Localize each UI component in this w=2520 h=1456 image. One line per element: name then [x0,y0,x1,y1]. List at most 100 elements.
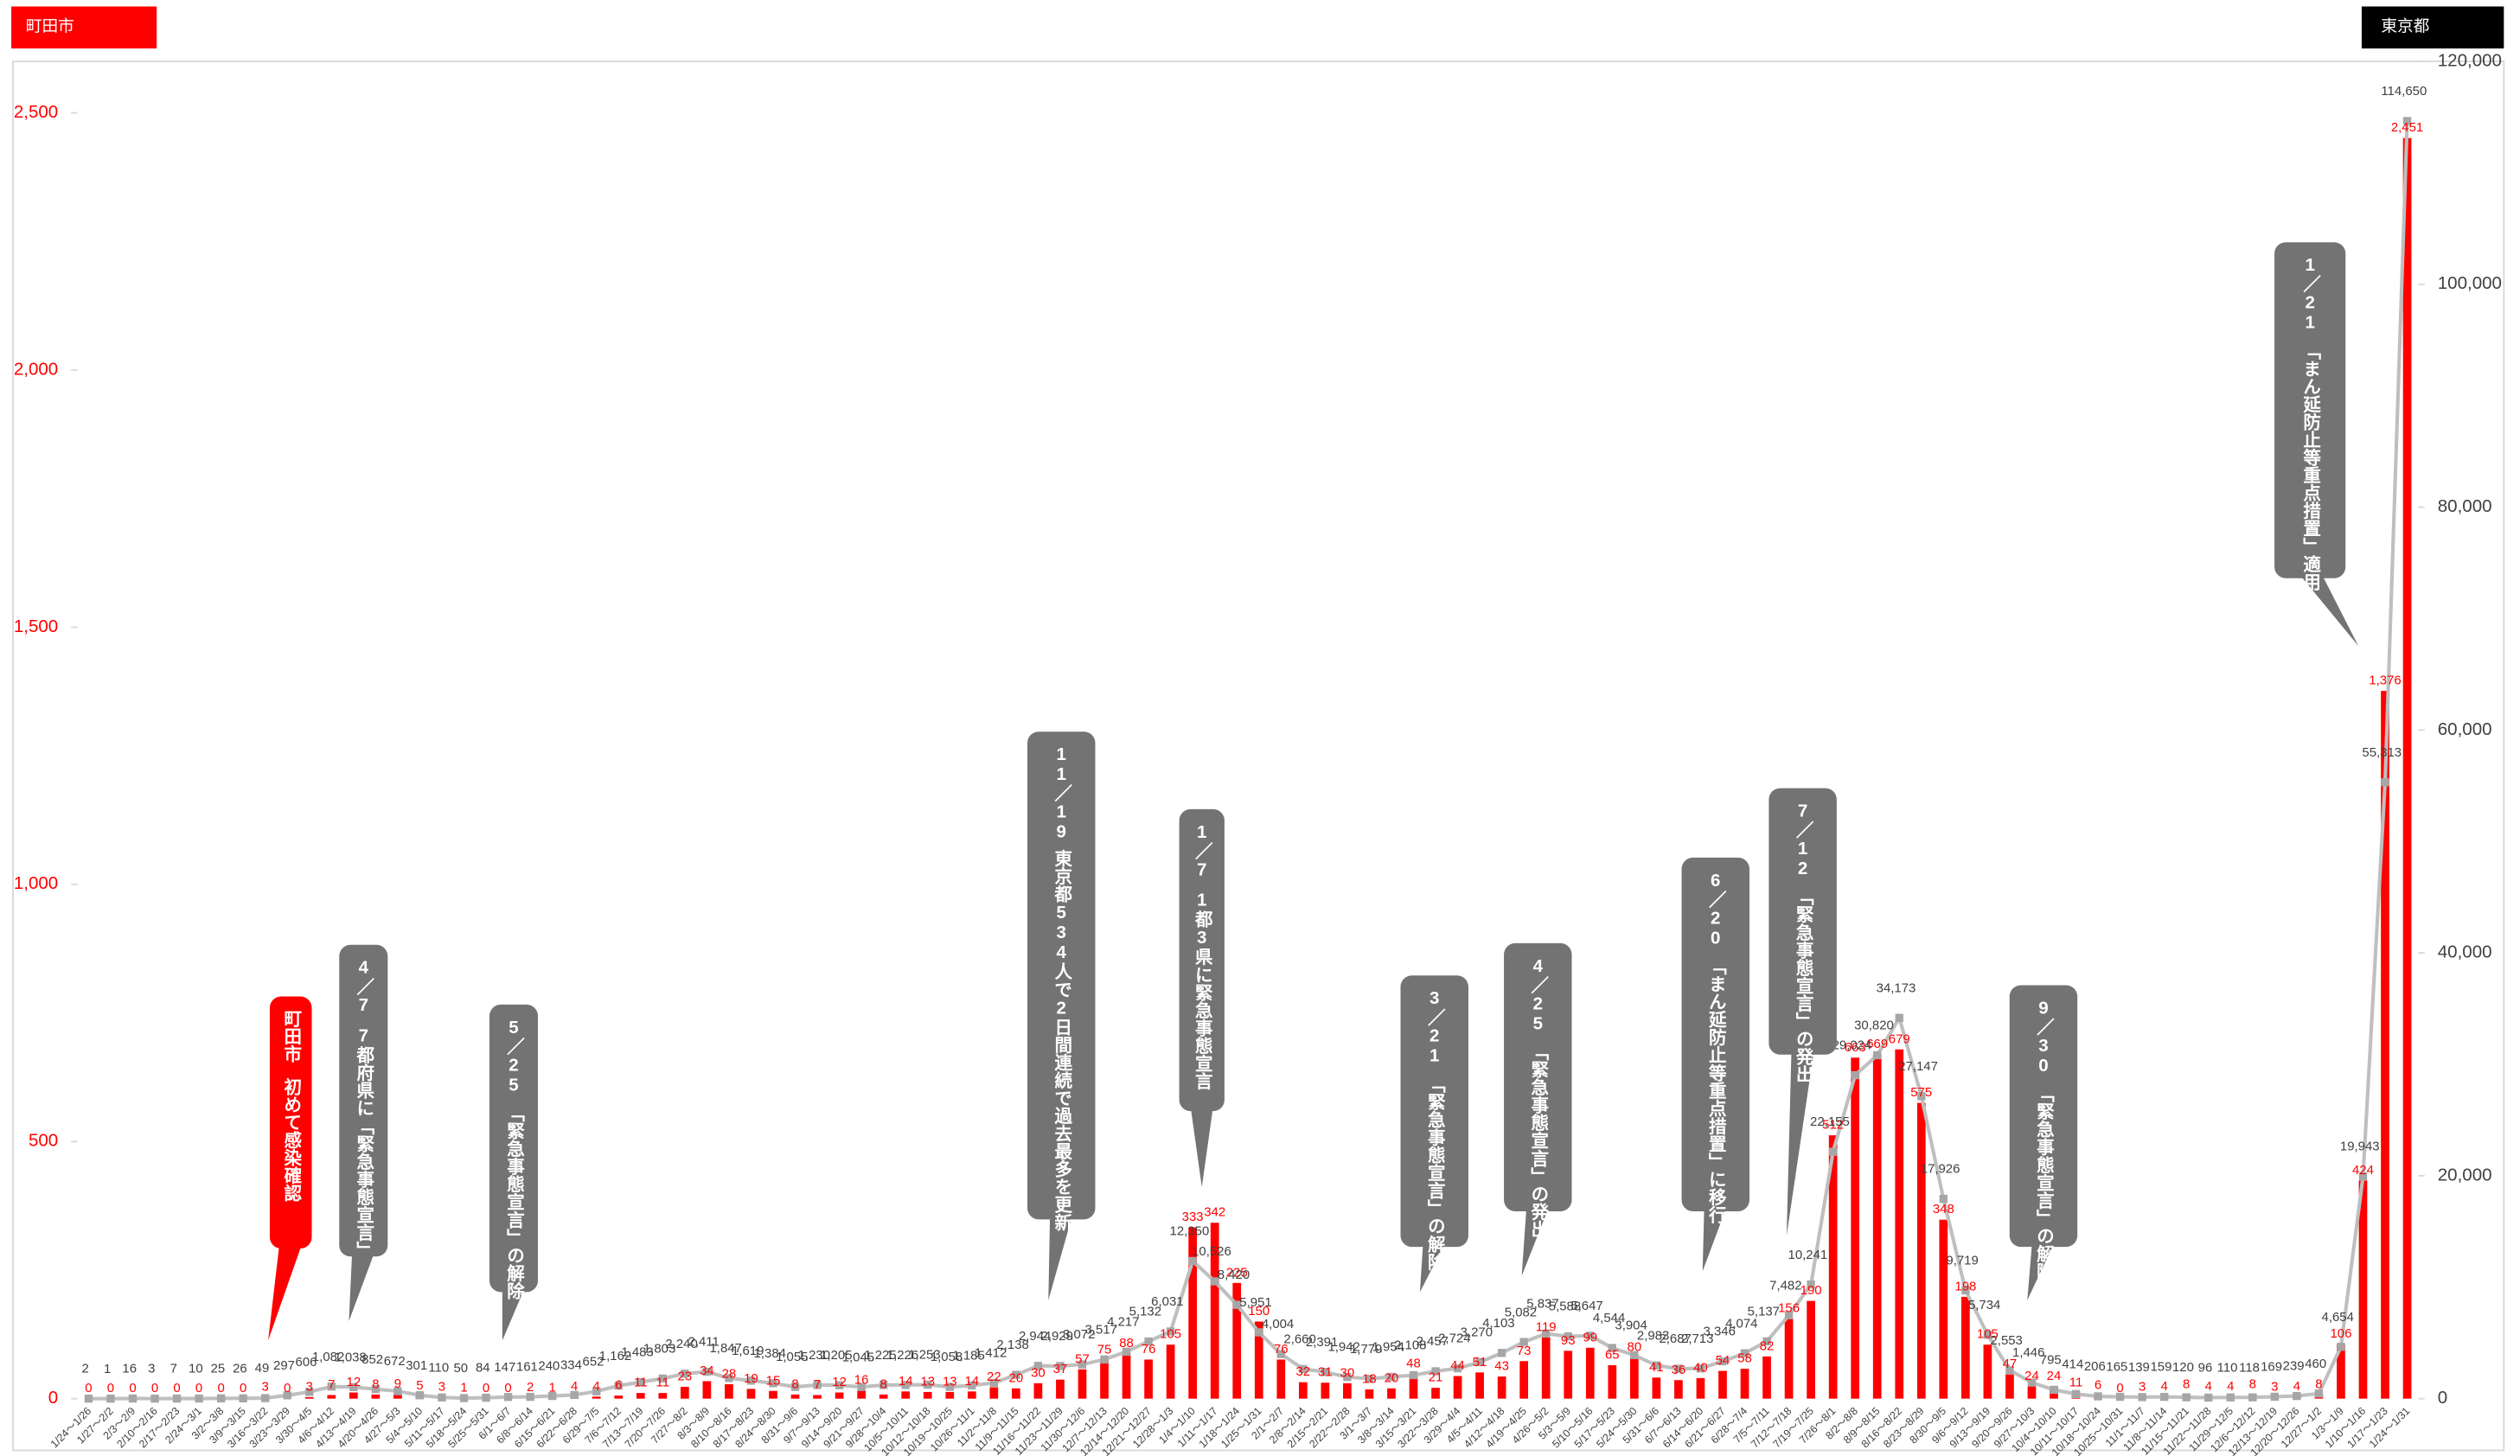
bar [1254,1321,1263,1399]
line-marker [1056,1362,1065,1370]
data-label: 4,654 [2322,1310,2354,1325]
line-marker [2248,1393,2257,1402]
bar [1210,1223,1219,1399]
line-marker [658,1374,667,1383]
data-label: 2,553 [1990,1333,2022,1348]
data-label: 93 [1561,1333,1576,1348]
data-label: 47 [2003,1357,2018,1371]
data-label: 28 [722,1367,737,1382]
data-label: 2,138 [996,1338,1028,1352]
data-label: 1,185 [952,1349,984,1363]
line-marker [106,1394,115,1403]
line-marker [835,1381,844,1389]
line-marker [1211,1277,1219,1286]
callout-head: 1／7 [1192,822,1212,880]
callout-head: 6／20 [1705,871,1726,948]
data-label: 0 [2116,1381,2123,1395]
data-label: 10,241 [1788,1248,1828,1262]
data-label: 88 [1119,1336,1134,1351]
data-label: 3 [262,1379,269,1394]
data-label: 15 [766,1373,781,1388]
line-marker [1299,1364,1308,1374]
line-marker [1276,1350,1285,1358]
line-marker [150,1394,159,1403]
data-label: 0 [151,1381,158,1395]
data-label: 14 [964,1374,979,1389]
bar [1431,1388,1440,1399]
bar [614,1395,624,1399]
data-label: 82 [1760,1338,1775,1353]
callout-text: 東京都534人で2日間連続で過去最多を更新 [1052,850,1073,1232]
data-label: 3 [438,1379,445,1394]
line-marker [371,1385,381,1394]
data-label: 1,619 [732,1344,764,1358]
callout-head: 町田市 [281,1009,302,1063]
bar [1100,1360,1109,1399]
line-marker [2071,1389,2081,1398]
bar [1497,1376,1506,1399]
data-label: 575 [1910,1085,1932,1100]
bar [1872,1054,1882,1399]
data-label: 1,803 [643,1342,675,1357]
line-marker [857,1383,866,1391]
data-label: 5,837 [1526,1297,1558,1312]
data-label: 6 [615,1378,622,1393]
line-marker [1873,1050,1882,1060]
callout-pointer [268,1243,303,1341]
data-label: 110 [2217,1360,2238,1375]
line-marker [2402,117,2412,125]
bar [1652,1377,1661,1399]
bar [2402,137,2412,1399]
callout-box [2274,242,2346,578]
callout-text: 「緊急事態宣言」の解除 [2033,1085,2054,1280]
data-label: 2,660 [1283,1331,1315,1346]
y2-tick-label: 0 [2438,1388,2447,1408]
data-label: 156 [1778,1300,1800,1315]
data-label: 75 [1097,1343,1112,1357]
data-label: 297 [273,1358,295,1373]
data-label: 23 [678,1370,693,1384]
bar [2358,1180,2368,1399]
line-marker [1718,1357,1727,1366]
line-marker [2050,1385,2058,1395]
data-label: 852 [361,1352,383,1367]
data-label: 1,045 [842,1350,874,1364]
callout-head: 5／25 [504,1018,525,1095]
data-label: 4,217 [1107,1314,1139,1329]
line-marker [2293,1391,2301,1401]
y-tick-label: 0 [48,1388,58,1408]
callout-text: 「緊急事態宣言」の解除 [504,1104,525,1300]
callout-head: 4／7 [354,958,374,1016]
data-label: 118 [2239,1360,2260,1375]
line-marker [1188,1256,1197,1266]
bar [1343,1383,1352,1399]
data-label: 2,391 [1306,1335,1338,1350]
bar [1387,1388,1396,1399]
data-label: 1,942 [1327,1340,1359,1355]
line-marker [393,1387,402,1395]
data-label: 19 [744,1371,758,1386]
callout-pointer [1702,1206,1727,1272]
data-label: 54 [1716,1353,1730,1368]
data-label: 21 [1429,1370,1443,1385]
data-label: 4 [2161,1379,2168,1394]
line-marker [1387,1372,1396,1382]
data-label: 4,004 [1262,1317,1294,1331]
line-marker [547,1391,557,1401]
line-marker [1740,1349,1749,1357]
data-label: 1,055 [776,1350,808,1364]
line-marker [2027,1378,2037,1387]
data-label: 225 [1226,1265,1248,1280]
callout-box [2009,985,2078,1248]
callout-box [269,996,312,1248]
bar [393,1394,402,1399]
data-label: 0 [284,1381,291,1395]
line-marker [1144,1337,1153,1346]
data-label: 3,904 [1615,1318,1647,1332]
data-label: 1,038 [334,1350,366,1364]
line-marker [526,1392,534,1402]
line-marker [1497,1349,1506,1357]
line-marker [1431,1367,1440,1376]
data-label: 11 [656,1376,670,1390]
data-label: 2,411 [688,1335,720,1350]
